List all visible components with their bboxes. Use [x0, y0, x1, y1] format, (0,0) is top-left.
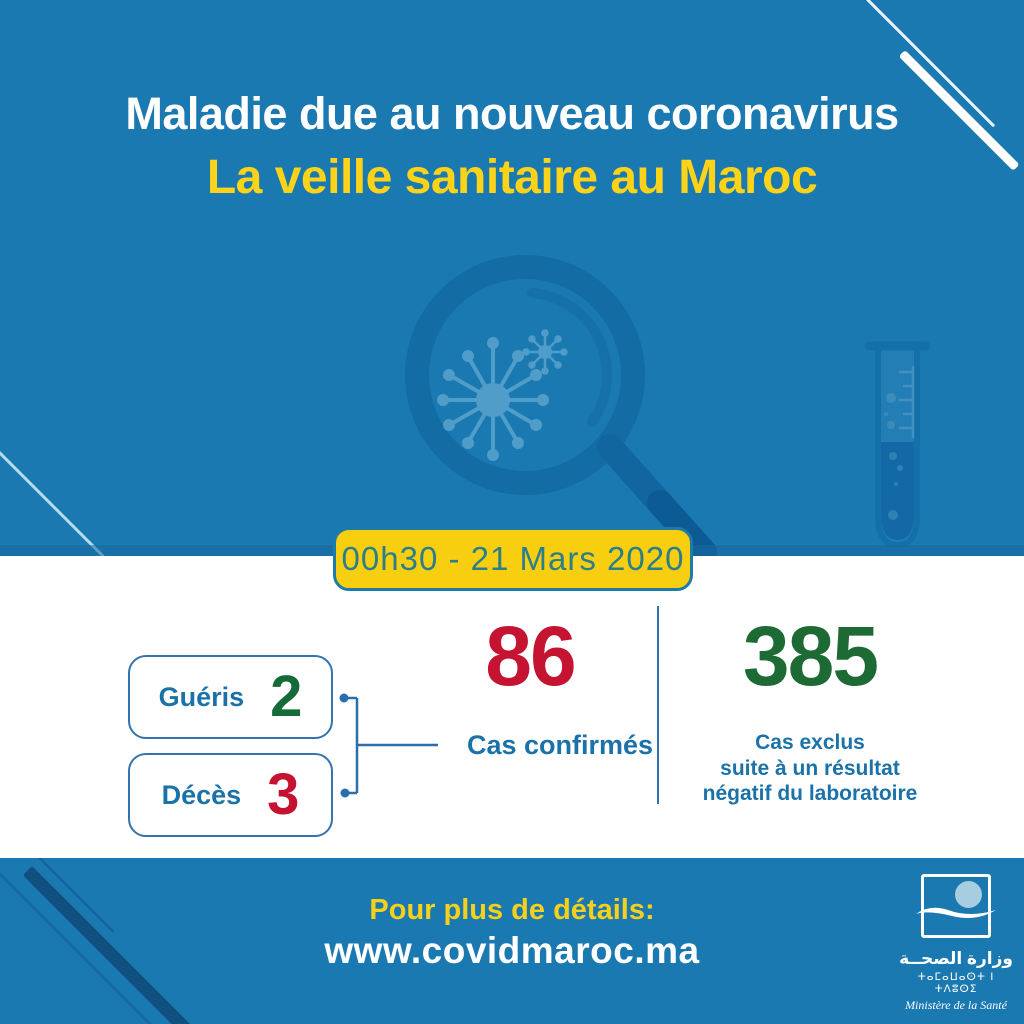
excluded-label: Cas exclus suite à un résultat négatif d… — [660, 730, 960, 807]
excluded-value: 385 — [742, 609, 879, 703]
excluded-label-line2: suite à un résultat — [720, 756, 900, 780]
header-watermark — [405, 255, 931, 556]
logo-square — [921, 874, 991, 938]
ministry-logo-icon — [916, 874, 996, 940]
footer-section: Pour plus de détails: www.covidmaroc.ma … — [0, 858, 1024, 1024]
main-title: Maladie due au nouveau coronavirus — [125, 88, 899, 139]
excluded-label-line1: Cas exclus — [755, 731, 865, 754]
stats-section: Guéris 2 Décès 3 86 Cas confirmés 385 Ca… — [0, 556, 1024, 858]
ministry-name-tifinagh: ⵜⴰⵎⴰⵡⴰⵙⵜ ⵏ ⵜⴷⵓⵙⵉ — [917, 971, 995, 995]
deaths-value: 3 — [267, 762, 300, 827]
deaths-box: Décès 3 — [128, 753, 333, 837]
virus-small-icon — [522, 329, 568, 375]
date-badge: 00h30 - 21 Mars 2020 — [333, 527, 693, 591]
confirmed-value: 86 — [485, 609, 576, 703]
bracket-connector — [339, 693, 438, 798]
excluded-label-line3: négatif du laboratoire — [702, 782, 918, 806]
ministry-name-arabic: وزارة الصحــة — [899, 949, 1013, 968]
confirmed-label: Cas confirmés — [466, 730, 654, 760]
recovered-value: 2 — [270, 664, 303, 729]
details-label: Pour plus de détails: — [369, 894, 655, 926]
deaths-label: Décès — [161, 779, 242, 810]
logo-wave-icon — [916, 907, 996, 918]
header-section: Maladie due au nouveau coronavirus La ve… — [0, 0, 1024, 556]
logo-sun-circle — [955, 881, 982, 908]
recovered-box: Guéris 2 — [128, 655, 333, 739]
test-tube-icon — [864, 341, 931, 549]
recovered-label: Guéris — [158, 681, 245, 712]
subtitle: La veille sanitaire au Maroc — [206, 151, 818, 204]
ministry-name-french: Ministère de la Santé — [905, 998, 1007, 1012]
website-link[interactable]: www.covidmaroc.ma — [324, 930, 700, 971]
ministry-logo: وزارة الصحــة ⵜⴰⵎⴰⵡⴰⵙⵜ ⵏ ⵜⴷⵓⵙⵉ Ministère… — [895, 874, 1017, 1013]
vertical-divider — [657, 606, 659, 804]
virus-large-icon — [437, 337, 549, 461]
magnifier-icon — [405, 255, 717, 556]
